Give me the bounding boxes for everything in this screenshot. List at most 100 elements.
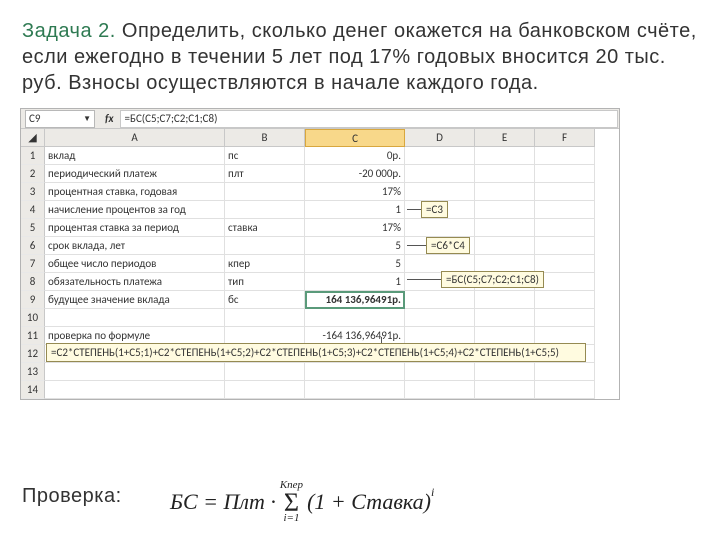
- cell[interactable]: [405, 291, 475, 309]
- cell[interactable]: [535, 183, 595, 201]
- cell[interactable]: [475, 291, 535, 309]
- cell[interactable]: [535, 201, 595, 219]
- cell[interactable]: начисление процентов за год: [45, 201, 225, 219]
- row-header[interactable]: 8: [21, 273, 45, 291]
- cell[interactable]: плт: [225, 165, 305, 183]
- cell[interactable]: ставка: [225, 219, 305, 237]
- cell[interactable]: 5: [305, 255, 405, 273]
- col-header[interactable]: A: [45, 129, 225, 147]
- cell[interactable]: [45, 381, 225, 399]
- cell[interactable]: [475, 201, 535, 219]
- task-statement: Задача 2. Определить, сколько денег окаж…: [0, 0, 720, 104]
- cell[interactable]: [405, 219, 475, 237]
- row-header[interactable]: 3: [21, 183, 45, 201]
- cell[interactable]: [225, 363, 305, 381]
- col-header[interactable]: E: [475, 129, 535, 147]
- cell[interactable]: 17%: [305, 219, 405, 237]
- row-header[interactable]: 11: [21, 327, 45, 345]
- cell[interactable]: обязательность платежа: [45, 273, 225, 291]
- corner-cell[interactable]: ◢: [21, 129, 45, 147]
- cell[interactable]: -20 000р.: [305, 165, 405, 183]
- cell[interactable]: [475, 381, 535, 399]
- cell[interactable]: 17%: [305, 183, 405, 201]
- col-header[interactable]: D: [405, 129, 475, 147]
- cell[interactable]: [305, 381, 405, 399]
- cell[interactable]: вклад: [45, 147, 225, 165]
- cell[interactable]: срок вклада, лет: [45, 237, 225, 255]
- row-header[interactable]: 2: [21, 165, 45, 183]
- cell[interactable]: [305, 309, 405, 327]
- cell[interactable]: [475, 309, 535, 327]
- cell[interactable]: [405, 309, 475, 327]
- cell[interactable]: [405, 183, 475, 201]
- cell[interactable]: бс: [225, 291, 305, 309]
- cell[interactable]: [405, 363, 475, 381]
- cell[interactable]: [225, 309, 305, 327]
- cell[interactable]: [535, 219, 595, 237]
- cell[interactable]: [475, 363, 535, 381]
- cell[interactable]: процентная ставка, годовая: [45, 183, 225, 201]
- cell[interactable]: общее число периодов: [45, 255, 225, 273]
- name-box-value: C9: [29, 112, 40, 125]
- row-header[interactable]: 6: [21, 237, 45, 255]
- cell[interactable]: тип: [225, 273, 305, 291]
- cell[interactable]: [405, 165, 475, 183]
- cell[interactable]: [535, 273, 595, 291]
- row-header[interactable]: 10: [21, 309, 45, 327]
- row-header[interactable]: 14: [21, 381, 45, 399]
- cell[interactable]: [535, 255, 595, 273]
- fx-icon[interactable]: fx: [99, 112, 120, 125]
- cell[interactable]: [305, 363, 405, 381]
- cell[interactable]: [405, 147, 475, 165]
- cell[interactable]: [45, 363, 225, 381]
- chevron-down-icon[interactable]: ▼: [83, 114, 91, 124]
- row-header[interactable]: 1: [21, 147, 45, 165]
- cell[interactable]: процентая ставка за период: [45, 219, 225, 237]
- cell[interactable]: [225, 237, 305, 255]
- cell[interactable]: [225, 201, 305, 219]
- row-header[interactable]: 9: [21, 291, 45, 309]
- row-header[interactable]: 5: [21, 219, 45, 237]
- check-label: Проверка:: [22, 485, 122, 508]
- cell[interactable]: [535, 381, 595, 399]
- cell[interactable]: 1: [305, 273, 405, 291]
- callout-c3: =C3: [421, 201, 448, 218]
- cell[interactable]: периодический платеж: [45, 165, 225, 183]
- cell[interactable]: 0р.: [305, 147, 405, 165]
- col-header[interactable]: B: [225, 129, 305, 147]
- name-box[interactable]: C9 ▼: [25, 110, 95, 128]
- cell[interactable]: [475, 219, 535, 237]
- cell[interactable]: 1: [305, 201, 405, 219]
- cell[interactable]: [225, 183, 305, 201]
- cell[interactable]: [535, 165, 595, 183]
- cell-active[interactable]: 164 136,96491р.: [305, 291, 405, 309]
- arrow-line-icon: [407, 245, 426, 246]
- cell[interactable]: пс: [225, 147, 305, 165]
- cell[interactable]: [405, 381, 475, 399]
- cell[interactable]: [535, 363, 595, 381]
- row-header[interactable]: 7: [21, 255, 45, 273]
- row-header[interactable]: 12: [21, 345, 45, 363]
- row-header[interactable]: 13: [21, 363, 45, 381]
- formula-text: =БС(C5;C7;C2;C1;C8): [125, 112, 218, 125]
- cell[interactable]: [225, 381, 305, 399]
- cell[interactable]: [535, 237, 595, 255]
- cell[interactable]: кпер: [225, 255, 305, 273]
- col-header[interactable]: C: [305, 129, 405, 147]
- cell[interactable]: [475, 165, 535, 183]
- math-exp: i: [431, 485, 434, 500]
- cell[interactable]: [475, 183, 535, 201]
- cell[interactable]: [535, 309, 595, 327]
- task-number: Задача 2.: [22, 20, 116, 42]
- row-header[interactable]: 4: [21, 201, 45, 219]
- cell[interactable]: [535, 147, 595, 165]
- math-lhs: БС = Плт ·: [170, 489, 276, 515]
- formula-input[interactable]: =БС(C5;C7;C2;C1;C8): [120, 110, 618, 128]
- cell[interactable]: [475, 147, 535, 165]
- cell[interactable]: 5: [305, 237, 405, 255]
- col-header[interactable]: F: [535, 129, 595, 147]
- cell[interactable]: будущее значение вклада: [45, 291, 225, 309]
- cell[interactable]: [475, 237, 535, 255]
- cell[interactable]: [45, 309, 225, 327]
- cell[interactable]: [535, 291, 595, 309]
